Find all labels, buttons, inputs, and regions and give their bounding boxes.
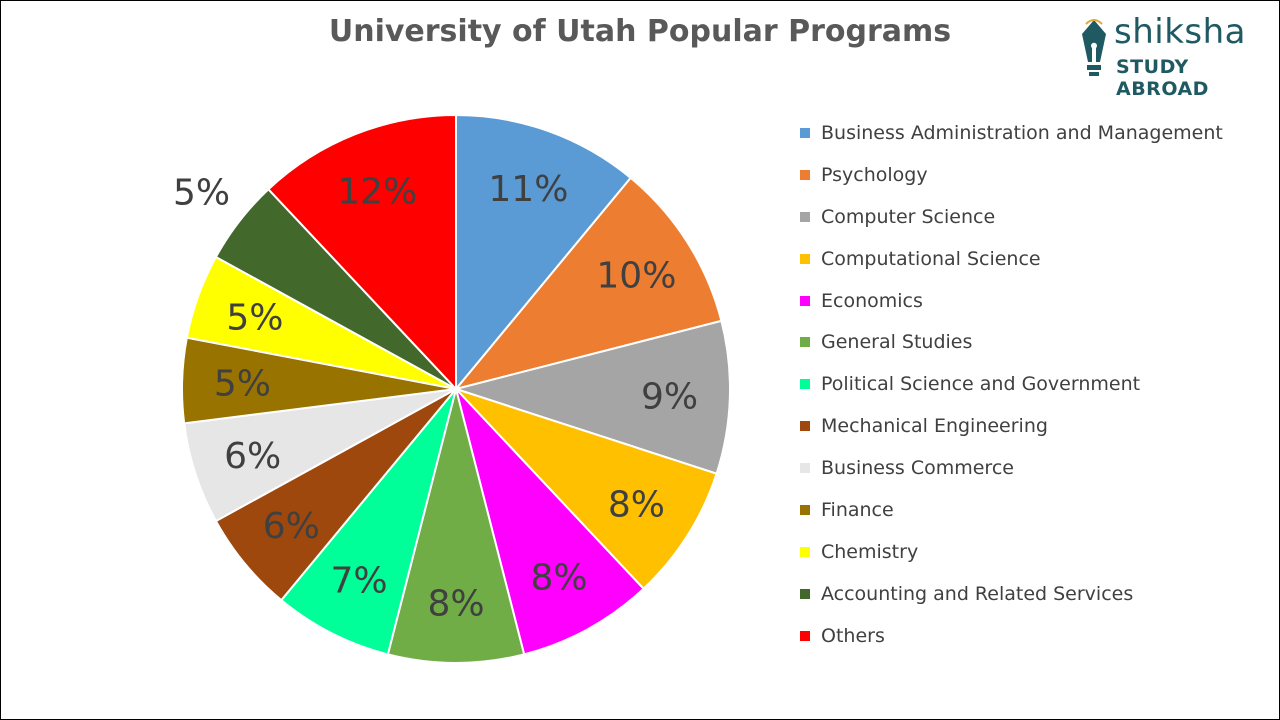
legend-item-chemistry: Chemistry — [800, 531, 1223, 573]
legend-item-political-science-and-government: Political Science and Government — [800, 363, 1223, 405]
legend-swatch — [800, 588, 810, 599]
legend-swatch — [800, 546, 810, 557]
pie-slice-psychology — [453, 176, 723, 391]
pie-slice-others — [267, 113, 457, 392]
data-label-general-studies: 8% — [427, 584, 484, 625]
legend-label: Political Science and Government — [821, 373, 1141, 396]
chart-title: University of Utah Popular Programs — [328, 14, 952, 49]
legend-swatch — [800, 337, 810, 348]
data-label-economics: 8% — [530, 557, 587, 598]
legend-item-finance: Finance — [800, 489, 1223, 531]
legend-swatch — [800, 379, 810, 390]
data-label-political-science-and-government: 7% — [330, 560, 387, 601]
legend-label: Mechanical Engineering — [821, 415, 1048, 438]
legend-label: General Studies — [821, 331, 973, 354]
data-label-accounting-and-related-services: 5% — [173, 173, 230, 214]
legend-item-mechanical-engineering: Mechanical Engineering — [800, 405, 1223, 447]
data-label-finance: 5% — [214, 363, 271, 404]
logo-subtitle: STUDY ABROAD — [1116, 56, 1209, 100]
legend-label: Business Commerce — [821, 457, 1014, 480]
legend-label: Psychology — [821, 163, 928, 186]
legend-item-business-commerce: Business Commerce — [800, 447, 1223, 489]
legend-item-computer-science: Computer Science — [800, 196, 1223, 238]
legend-item-economics: Economics — [800, 280, 1223, 322]
legend-label: Others — [821, 624, 885, 647]
legend-label: Computer Science — [821, 205, 996, 228]
data-label-psychology: 10% — [596, 256, 676, 297]
legend-item-computational-science: Computational Science — [800, 238, 1223, 280]
data-label-mechanical-engineering: 6% — [263, 506, 320, 547]
legend-swatch — [800, 169, 810, 180]
legend-swatch — [800, 211, 810, 222]
legend-label: Computational Science — [821, 247, 1041, 270]
legend-label: Business Administration and Management — [821, 121, 1223, 144]
pie-slice-political-science-and-government — [279, 388, 457, 656]
legend-swatch — [800, 504, 810, 515]
legend-item-others: Others — [800, 615, 1223, 657]
pie-slice-economics — [455, 388, 645, 656]
pie-slice-computational-science — [455, 388, 718, 591]
legend-swatch — [800, 127, 810, 138]
legend-swatch — [800, 295, 810, 306]
pie-slice-general-studies — [386, 388, 526, 664]
logo-wordmark: shiksha — [1114, 12, 1246, 52]
data-label-others: 12% — [337, 171, 417, 212]
data-label-business-administration-and-management: 11% — [488, 169, 568, 210]
legend-swatch — [800, 630, 810, 641]
legend-item-accounting-and-related-services: Accounting and Related Services — [800, 573, 1223, 615]
data-label-business-commerce: 6% — [224, 436, 281, 477]
legend-swatch — [800, 421, 810, 432]
chart-legend: Business Administration and Management Ps… — [800, 112, 1223, 657]
legend-item-psychology: Psychology — [800, 154, 1223, 196]
data-label-chemistry: 5% — [226, 298, 283, 339]
legend-label: Finance — [821, 498, 894, 521]
pie-slice-computer-science — [452, 319, 731, 475]
legend-item-general-studies: General Studies — [800, 321, 1223, 363]
legend-swatch — [800, 463, 810, 474]
shiksha-logo: shiksha STUDY ABROAD — [1078, 12, 1268, 100]
data-label-computational-science: 8% — [608, 485, 665, 526]
data-label-computer-science: 9% — [641, 377, 698, 418]
legend-label: Chemistry — [821, 540, 919, 563]
fountain-pen-nib-icon — [1082, 19, 1106, 76]
pie-slice-business-administration-and-management — [455, 113, 633, 392]
legend-label: Economics — [821, 289, 923, 312]
legend-label: Accounting and Related Services — [821, 582, 1134, 605]
legend-swatch — [800, 253, 810, 264]
legend-item-business-administration-and-management: Business Administration and Management — [800, 112, 1223, 154]
